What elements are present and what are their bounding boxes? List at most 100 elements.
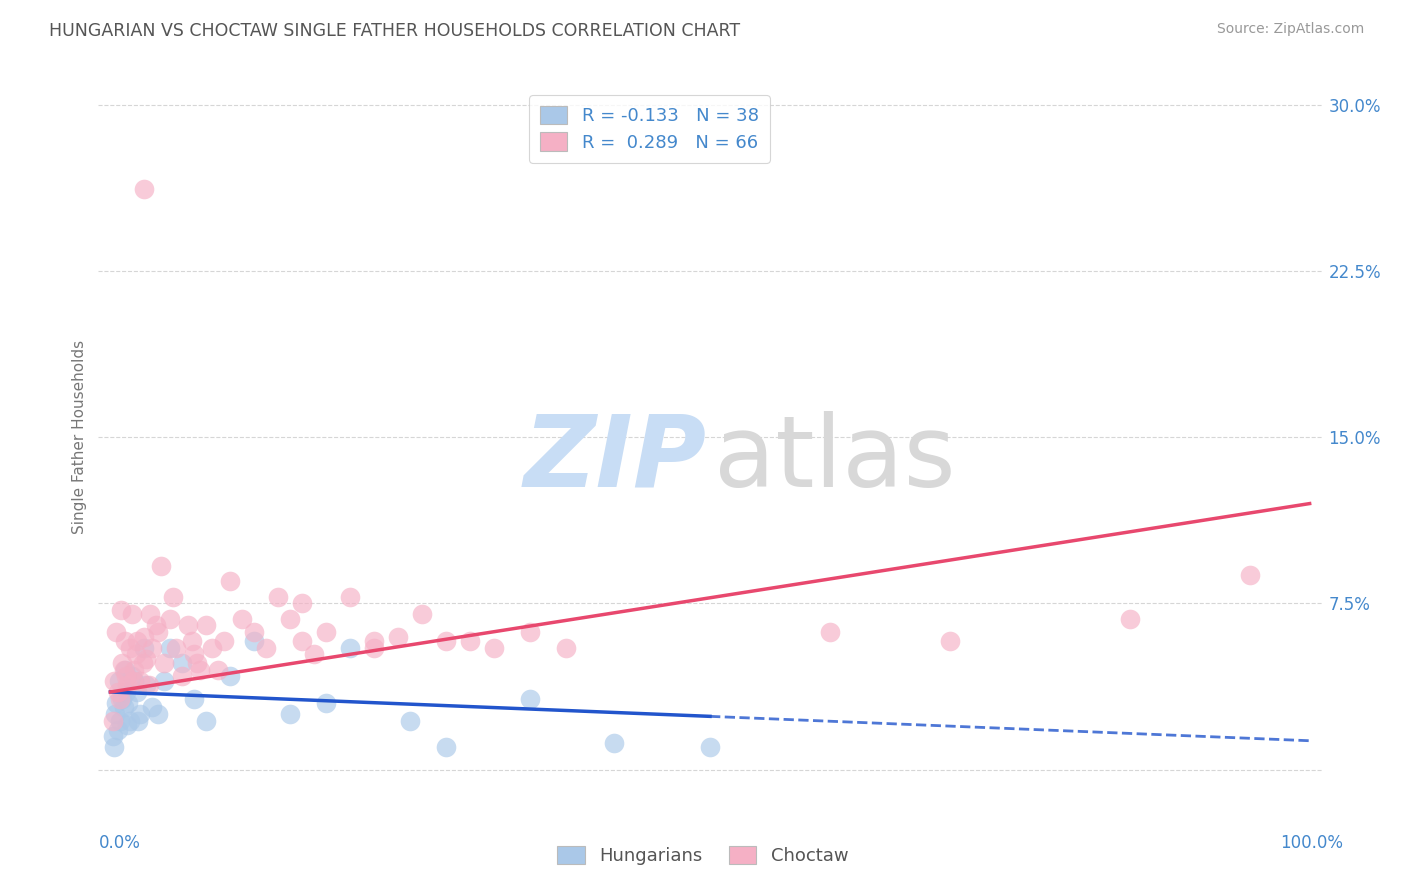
Point: [107, 723, 129, 737]
Point: [129, 673, 152, 688]
Point: [172, 656, 194, 670]
Point: [105, 625, 128, 640]
Point: [315, 625, 337, 640]
Point: [399, 714, 422, 728]
Point: [118, 640, 141, 655]
Point: [129, 707, 152, 722]
Point: [699, 740, 721, 755]
Point: [115, 685, 138, 699]
Point: [939, 634, 962, 648]
Point: [124, 648, 146, 662]
Point: [132, 182, 155, 196]
Y-axis label: Single Father Households: Single Father Households: [72, 340, 87, 534]
Point: [387, 630, 409, 644]
Point: [127, 714, 149, 728]
Point: [118, 714, 141, 728]
Point: [111, 656, 134, 670]
Point: [195, 618, 218, 632]
Point: [603, 736, 626, 750]
Point: [115, 718, 138, 732]
Point: [186, 656, 208, 670]
Point: [110, 603, 132, 617]
Point: [135, 651, 157, 665]
Point: [458, 634, 481, 648]
Legend: R = -0.133   N = 38, R =  0.289   N = 66: R = -0.133 N = 38, R = 0.289 N = 66: [530, 95, 769, 162]
Point: [278, 707, 301, 722]
Text: HUNGARIAN VS CHOCTAW SINGLE FATHER HOUSEHOLDS CORRELATION CHART: HUNGARIAN VS CHOCTAW SINGLE FATHER HOUSE…: [49, 22, 741, 40]
Point: [139, 607, 162, 622]
Point: [153, 673, 176, 688]
Point: [434, 740, 457, 755]
Point: [135, 678, 157, 692]
Point: [125, 685, 148, 699]
Point: [339, 590, 361, 604]
Point: [149, 558, 172, 573]
Point: [141, 640, 163, 655]
Point: [1239, 567, 1261, 582]
Point: [108, 691, 131, 706]
Point: [125, 634, 148, 648]
Point: [267, 590, 290, 604]
Point: [363, 634, 385, 648]
Point: [159, 640, 181, 655]
Point: [231, 612, 253, 626]
Point: [148, 625, 170, 640]
Point: [519, 625, 541, 640]
Point: [291, 596, 314, 610]
Point: [153, 656, 176, 670]
Point: [111, 691, 134, 706]
Point: [124, 673, 146, 688]
Point: [112, 700, 135, 714]
Point: [103, 673, 125, 688]
Point: [291, 634, 314, 648]
Point: [181, 634, 204, 648]
Point: [201, 640, 224, 655]
Point: [219, 669, 242, 683]
Point: [278, 612, 301, 626]
Point: [114, 663, 136, 677]
Point: [117, 696, 139, 710]
Point: [122, 673, 145, 688]
Point: [148, 707, 170, 722]
Point: [124, 663, 146, 677]
Point: [145, 618, 167, 632]
Legend: Hungarians, Choctaw: Hungarians, Choctaw: [550, 838, 856, 872]
Text: atlas: atlas: [714, 410, 955, 508]
Point: [138, 678, 160, 692]
Text: ZIP: ZIP: [523, 410, 706, 508]
Point: [207, 663, 229, 677]
Point: [132, 656, 155, 670]
Text: 0.0%: 0.0%: [98, 834, 141, 852]
Point: [363, 640, 385, 655]
Point: [114, 634, 136, 648]
Point: [243, 634, 266, 648]
Point: [254, 640, 277, 655]
Point: [115, 678, 138, 692]
Point: [214, 634, 236, 648]
Point: [101, 729, 124, 743]
Point: [115, 669, 138, 683]
Point: [519, 691, 541, 706]
Point: [105, 696, 128, 710]
Point: [183, 648, 205, 662]
Point: [103, 740, 125, 755]
Point: [315, 696, 337, 710]
Point: [434, 634, 457, 648]
Point: [243, 625, 266, 640]
Text: 100.0%: 100.0%: [1279, 834, 1343, 852]
Point: [165, 640, 187, 655]
Point: [101, 714, 124, 728]
Point: [195, 714, 218, 728]
Point: [121, 607, 143, 622]
Point: [121, 669, 143, 683]
Point: [104, 707, 127, 722]
Point: [172, 669, 194, 683]
Point: [183, 691, 205, 706]
Point: [159, 612, 181, 626]
Point: [108, 673, 131, 688]
Point: [132, 640, 155, 655]
Point: [188, 663, 212, 677]
Point: [339, 640, 361, 655]
Point: [141, 700, 163, 714]
Point: [162, 590, 184, 604]
